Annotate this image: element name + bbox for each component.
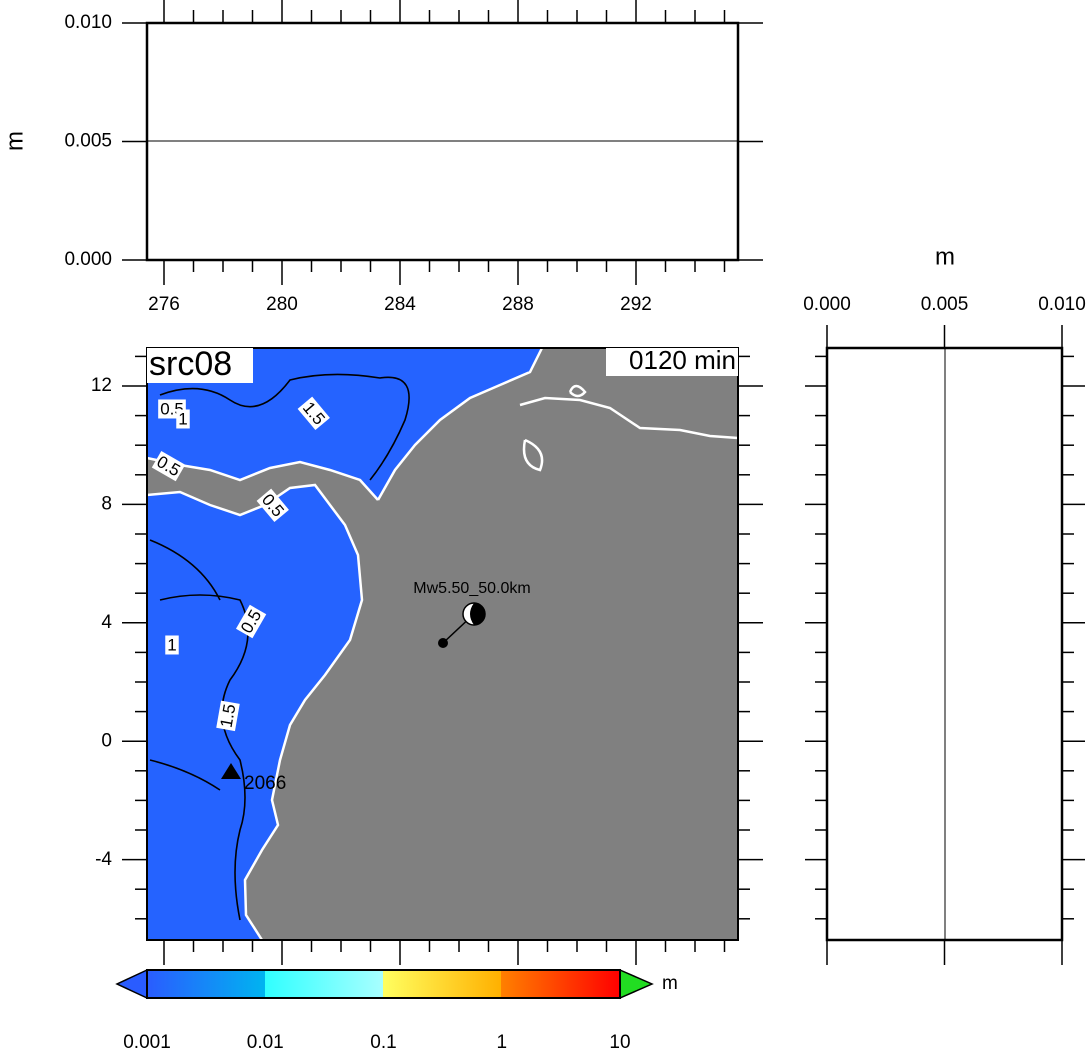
y-tick-label: 8	[101, 494, 112, 515]
contour-label: 1	[165, 635, 179, 655]
source-label: Mw5.50_50.0km	[413, 580, 530, 597]
colorbar-unit: m	[662, 973, 678, 994]
time-box	[606, 348, 738, 376]
overflow-triangle	[619, 968, 654, 1000]
title-box	[147, 348, 253, 383]
colorbar-tick-label: 0.01	[247, 1032, 284, 1053]
map-title: src08	[149, 345, 232, 383]
colorbar: m	[115, 968, 678, 1000]
x-tick-label: 0.000	[803, 294, 851, 315]
y-tick-label: 0.000	[64, 249, 112, 270]
color-segment	[383, 970, 501, 998]
station-label: 2066	[244, 773, 286, 794]
y-tick-label: 12	[91, 375, 112, 396]
map: Mw5.50_50.0km 2066 src08 0120 min	[146, 345, 739, 941]
sea	[147, 348, 542, 500]
colorbar-tick-label: 0.001	[123, 1032, 171, 1053]
colorbar-frame	[146, 969, 621, 999]
x-tick-label: 276	[148, 294, 180, 315]
map-frame	[146, 347, 739, 941]
contour-label-text: 1.5	[217, 703, 240, 730]
contour-label: 1.5	[216, 700, 240, 732]
y-tick-label: 0	[101, 731, 112, 752]
x-tick-label: 284	[384, 294, 416, 315]
x-tick-label: 280	[266, 294, 298, 315]
underflow-triangle	[115, 968, 148, 1000]
y-tick-label: -4	[95, 849, 112, 870]
y-tick-label: 0.005	[64, 131, 112, 152]
x-tick-label: 0.010	[1038, 294, 1086, 315]
contour-label-box	[297, 396, 330, 431]
contour-label: 1	[176, 409, 190, 429]
x-tick-label: 292	[620, 294, 652, 315]
contour-label-text: 1	[167, 635, 176, 654]
contour-label-box	[165, 635, 179, 655]
contour-label-box	[216, 700, 240, 732]
beachball-quadrant	[470, 603, 485, 625]
color-segment	[265, 970, 383, 998]
epicenter	[438, 638, 448, 648]
contour-label-box	[256, 488, 289, 523]
x-tick-label: 288	[502, 294, 534, 315]
x-tick-label: 0.005	[921, 294, 969, 315]
color-segment	[147, 970, 265, 998]
color-segment	[501, 970, 620, 998]
station	[221, 763, 241, 779]
colorbar-tick-label: 0.1	[370, 1032, 396, 1053]
contour-label-box	[235, 604, 267, 639]
contour-label-box	[176, 409, 190, 429]
contour-label-box	[151, 450, 186, 482]
x-axis-label: m	[935, 243, 955, 270]
contour-label-text: 1	[178, 409, 187, 428]
sea	[147, 485, 362, 940]
time-label: 0120 min	[629, 345, 736, 375]
y-tick-label: 4	[101, 612, 112, 633]
colorbar-tick-label: 10	[609, 1032, 630, 1053]
y-tick-label: 0.010	[64, 12, 112, 33]
coastline	[146, 347, 739, 941]
colorbar-tick-label: 1	[496, 1032, 507, 1053]
y-axis-label: m	[1, 131, 28, 151]
